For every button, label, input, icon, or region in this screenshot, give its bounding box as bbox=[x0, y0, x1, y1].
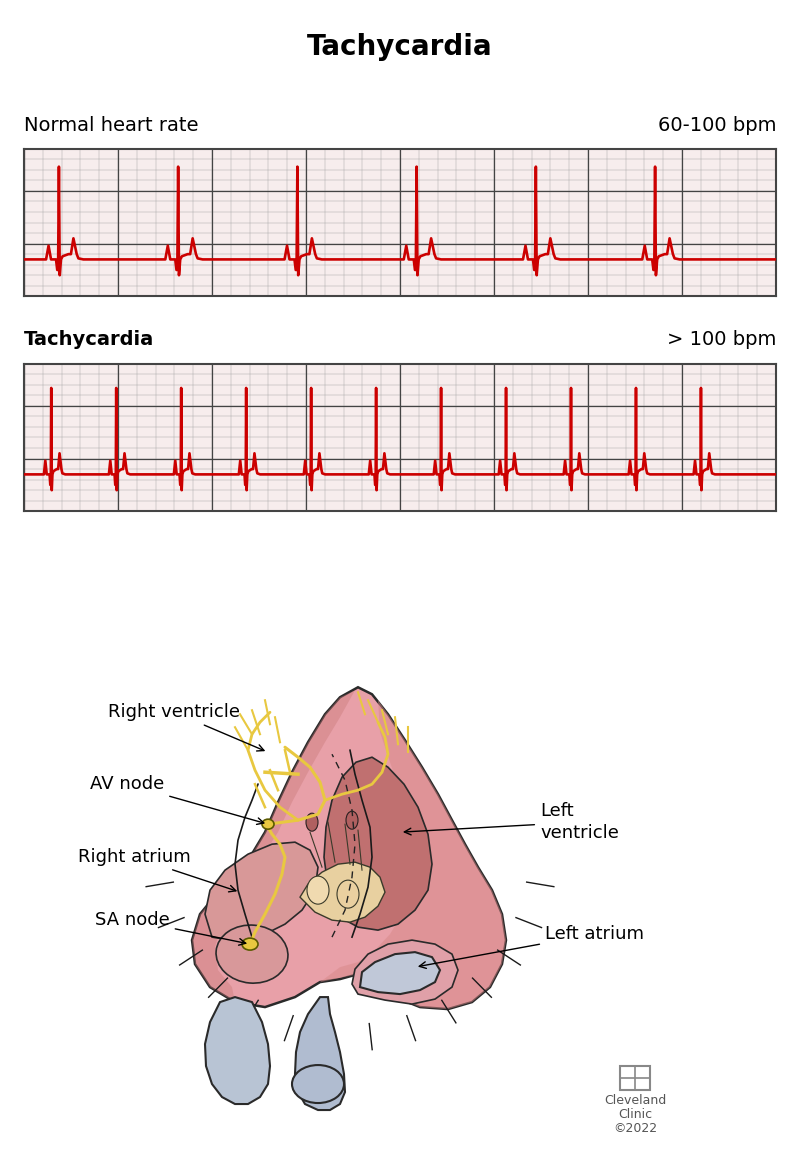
Polygon shape bbox=[352, 940, 458, 1004]
Text: Left
ventricle: Left ventricle bbox=[404, 802, 619, 842]
Polygon shape bbox=[324, 758, 432, 930]
Text: Right ventricle: Right ventricle bbox=[108, 703, 264, 751]
Ellipse shape bbox=[262, 819, 274, 830]
Ellipse shape bbox=[346, 811, 358, 830]
Text: Tachycardia: Tachycardia bbox=[307, 33, 493, 60]
Polygon shape bbox=[320, 701, 506, 1009]
Polygon shape bbox=[192, 687, 506, 1009]
Ellipse shape bbox=[307, 876, 329, 904]
Text: Right atrium: Right atrium bbox=[78, 848, 236, 892]
Ellipse shape bbox=[337, 880, 359, 909]
Text: 60-100 bpm: 60-100 bpm bbox=[658, 116, 776, 135]
Ellipse shape bbox=[292, 1066, 344, 1103]
Ellipse shape bbox=[216, 925, 288, 983]
Text: Left atrium: Left atrium bbox=[419, 925, 644, 968]
Bar bbox=[620, 1066, 650, 1090]
Text: Tachycardia: Tachycardia bbox=[24, 330, 154, 349]
Polygon shape bbox=[300, 862, 385, 923]
Text: ©2022: ©2022 bbox=[613, 1122, 657, 1135]
Ellipse shape bbox=[306, 813, 318, 831]
Polygon shape bbox=[360, 952, 440, 994]
Text: SA node: SA node bbox=[95, 911, 246, 945]
Polygon shape bbox=[205, 842, 318, 942]
Polygon shape bbox=[295, 997, 345, 1110]
Text: > 100 bpm: > 100 bpm bbox=[666, 330, 776, 349]
Text: Normal heart rate: Normal heart rate bbox=[24, 116, 198, 135]
Polygon shape bbox=[205, 997, 270, 1104]
Text: Clinic: Clinic bbox=[618, 1109, 652, 1121]
Text: AV node: AV node bbox=[90, 775, 264, 824]
Polygon shape bbox=[192, 690, 355, 1002]
Ellipse shape bbox=[242, 938, 258, 951]
Text: Cleveland: Cleveland bbox=[604, 1095, 666, 1107]
